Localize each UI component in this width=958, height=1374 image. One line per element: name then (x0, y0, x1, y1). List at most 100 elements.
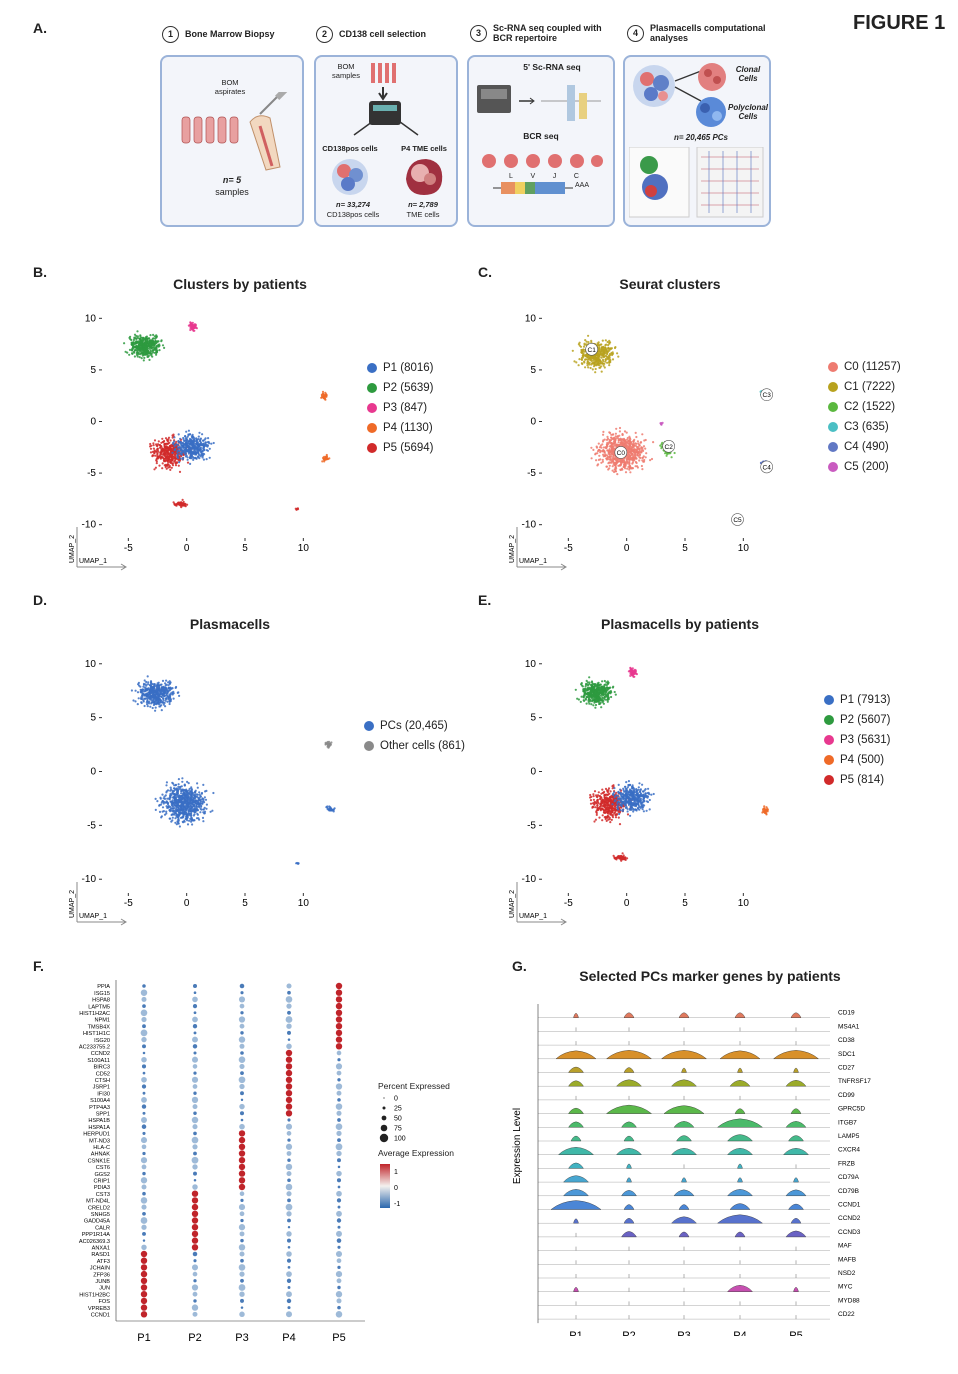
cell-point (165, 784, 168, 787)
cell-point (606, 340, 609, 344)
cell-point (162, 686, 165, 689)
cell-point (180, 798, 183, 801)
cell-point (146, 705, 149, 708)
cell-point (212, 441, 215, 445)
cell-point (201, 439, 205, 442)
cell-point (587, 334, 590, 337)
cell-point (611, 358, 615, 361)
cell-point (295, 507, 299, 510)
cell-point (139, 688, 142, 691)
cell-point (181, 777, 184, 780)
cd138-cell-cluster-icon (332, 159, 368, 195)
cell-point (165, 688, 168, 691)
cd138-cells-label: CD138pos cells (322, 144, 378, 153)
x-axis-label: UMAP_1 (79, 558, 107, 565)
cell-point (159, 452, 163, 455)
cell-point (332, 808, 335, 811)
cell-point (171, 464, 175, 467)
panel-d-label: D. (33, 592, 47, 608)
cell-point (183, 813, 186, 816)
cell-point (194, 326, 198, 329)
segment-c: C (573, 173, 579, 180)
cell-point (154, 466, 157, 469)
cell-point (192, 814, 195, 817)
cell-point (594, 371, 597, 374)
cell-point (148, 700, 151, 703)
legend-item-c4: C4 (490) (828, 437, 901, 457)
cell-point (592, 365, 596, 368)
cell-point (183, 795, 186, 798)
y-tick-label: 10 (525, 659, 537, 670)
cell-point (165, 781, 168, 784)
legend-label: P4 (1130) (383, 422, 433, 434)
cell-point (599, 804, 603, 807)
cell-point (597, 791, 600, 794)
cell-point (153, 344, 156, 347)
cell-point (187, 795, 190, 798)
cell-point (191, 810, 194, 813)
cell-point (594, 356, 597, 359)
cell-point (149, 682, 152, 685)
cell-point (186, 461, 190, 464)
cell-point (168, 696, 171, 699)
legend-item-c2: C2 (1522) (828, 397, 901, 417)
cell-point (196, 782, 199, 785)
cell-point (586, 681, 589, 684)
cell-point (605, 689, 608, 692)
cell-point (174, 452, 177, 455)
cell-point (153, 690, 156, 693)
cell-point (162, 703, 165, 706)
cell-point (144, 693, 148, 696)
cell-point (628, 439, 631, 442)
y-axis-label: UMAP_2 (509, 535, 516, 563)
cell-point (146, 675, 149, 678)
cell-point (146, 699, 149, 702)
cell-point (202, 447, 205, 450)
cell-point (179, 437, 182, 440)
cell-point (174, 821, 177, 824)
cell-point (198, 806, 201, 809)
cell-point (162, 697, 165, 700)
cell-point (634, 453, 637, 456)
cell-point (184, 455, 187, 458)
cell-point (153, 702, 156, 705)
cell-point (162, 810, 165, 813)
cell-point (626, 813, 630, 816)
cell-point (148, 358, 151, 361)
cell-point (180, 795, 183, 798)
cell-point (191, 798, 194, 802)
cell-point (191, 435, 194, 438)
cell-point (613, 441, 616, 444)
cell-point (602, 346, 605, 349)
cell-point (661, 441, 664, 444)
cell-point (610, 794, 613, 797)
cell-point (185, 791, 189, 794)
cell-point (167, 681, 170, 684)
cell-point (149, 451, 153, 454)
cell-point (200, 443, 203, 446)
cell-point (583, 360, 586, 363)
cell-point (633, 459, 636, 462)
cell-point (625, 457, 628, 460)
samples-count: n= 5 (222, 175, 242, 185)
cell-point (196, 451, 199, 454)
cell-point (189, 326, 192, 330)
cell-point (328, 457, 331, 460)
x-tick-label: 0 (624, 543, 630, 554)
legend-item-p4: P4 (1130) (367, 418, 434, 438)
cell-point (169, 692, 172, 695)
cell-point (596, 798, 599, 801)
cell-point (156, 444, 159, 448)
cell-point (154, 709, 157, 712)
cell-point (143, 693, 146, 696)
cell-point (161, 462, 164, 465)
cell-point (593, 358, 596, 361)
legend-item-p2: P2 (5639) (367, 378, 434, 398)
cell-point (324, 457, 327, 460)
cell-point (601, 358, 605, 361)
cell-point (159, 797, 162, 800)
cell-point (617, 355, 620, 358)
cell-point (610, 695, 613, 699)
cell-point (193, 791, 196, 794)
cell-point (612, 450, 615, 453)
